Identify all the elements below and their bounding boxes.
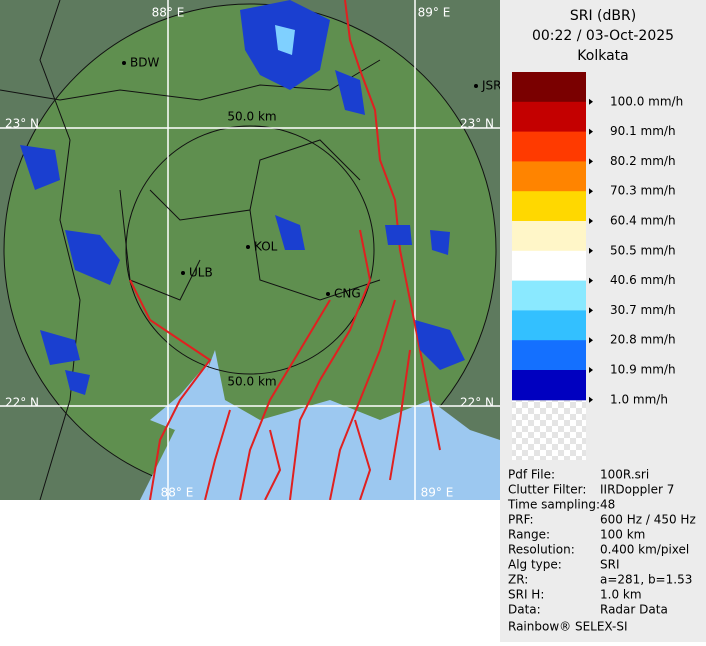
place-dot <box>246 245 250 249</box>
legend-swatch <box>512 250 586 282</box>
grid-label: 23° N <box>5 117 39 131</box>
legend-label: 100.0 mm/h <box>610 94 683 108</box>
estuary <box>150 360 210 430</box>
place-label: KOL <box>254 240 278 254</box>
legend-swatch <box>512 340 586 371</box>
rivers <box>129 0 441 500</box>
legend-arrow <box>589 247 593 254</box>
no-data-swatch <box>512 400 586 460</box>
grid <box>0 0 500 500</box>
legend-arrow <box>589 277 593 284</box>
info-value: 1.0 km <box>600 588 642 602</box>
legend-label: 40.6 mm/h <box>610 273 676 287</box>
map-labels: 88° E 89° E 23° N 23° N 22° N 22° N 88° E 89° E… <box>5 6 502 500</box>
legend-arrow <box>589 98 593 105</box>
grid-label: 88° E <box>161 486 194 500</box>
info-value: 600 Hz / 450 Hz <box>600 513 696 527</box>
legend-label: 50.5 mm/h <box>610 243 676 257</box>
legend-label: 20.8 mm/h <box>610 333 676 347</box>
grid-label: 88° E <box>152 6 185 20</box>
info-value: Radar Data <box>600 603 668 617</box>
legend-label: 70.3 mm/h <box>610 184 676 198</box>
info-key: Alg type: <box>508 558 562 572</box>
legend-label: 80.2 mm/h <box>610 154 676 168</box>
info-value: 0.400 km/pixel <box>600 543 689 557</box>
legend-swatch <box>512 191 586 222</box>
place-label: ULB <box>189 266 213 280</box>
legend-arrow <box>589 188 593 195</box>
sea <box>140 350 500 500</box>
info-key: Time sampling: <box>507 498 600 512</box>
map <box>0 0 500 500</box>
info-key: Pdf File: <box>508 468 555 482</box>
info-value: 100 km <box>600 528 645 542</box>
legend-swatch <box>512 161 586 192</box>
place-label: JSR <box>481 79 502 93</box>
legend-arrow <box>589 218 593 224</box>
legend-arrow <box>589 307 593 314</box>
legend-time: 00:22 / 03-Oct-2025 <box>532 28 674 44</box>
grid-label: 22° N <box>460 396 494 410</box>
legend-arrow <box>589 128 593 135</box>
place-dot <box>474 84 478 88</box>
legend-title: SRI (dBR) <box>570 8 636 24</box>
footer: Rainbow® SELEX-SI <box>508 620 628 634</box>
place-label: CNG <box>334 287 361 301</box>
legend-arrow <box>589 337 593 344</box>
range-label: 50.0 km <box>227 375 276 389</box>
info-value: IIRDoppler 7 <box>600 483 674 497</box>
legend-swatch <box>512 101 586 133</box>
info-key: Range: <box>508 528 550 542</box>
legend-swatch <box>512 310 586 341</box>
legend-swatch <box>512 131 586 162</box>
place-dot <box>122 61 126 65</box>
legend-swatch <box>512 221 586 252</box>
grid-label: 22° N <box>5 396 39 410</box>
info-key: PRF: <box>508 513 534 527</box>
legend-site: Kolkata <box>577 48 628 64</box>
info-key: ZR: <box>508 573 528 587</box>
legend-swatch <box>512 72 586 103</box>
info-key: Data: <box>508 603 541 617</box>
legend-arrow <box>589 396 593 403</box>
grid-label: 89° E <box>421 486 454 500</box>
info-value: 48 <box>600 498 615 512</box>
legend-arrow <box>589 367 593 373</box>
info-key: Clutter Filter: <box>508 483 586 497</box>
legend-swatch <box>512 280 586 311</box>
grid-label: 89° E <box>418 6 451 20</box>
legend: 100.0 mm/h 90.1 mm/h 80.2 mm/h 70.3 mm/h 60.… <box>512 72 683 406</box>
legend-arrow <box>589 158 593 165</box>
legend-label: 10.9 mm/h <box>610 363 676 377</box>
info-key: Resolution: <box>508 543 575 557</box>
legend-label: 1.0 mm/h <box>610 392 668 406</box>
info-value: 100R.sri <box>600 468 649 482</box>
info-value: a=281, b=1.53 <box>600 573 692 587</box>
boundaries <box>0 0 381 500</box>
info: Pdf File: 100R.sri Clutter Filter: IIRDoppl… <box>507 468 696 617</box>
info-key: SRI H: <box>508 588 544 602</box>
legend-label: 90.1 mm/h <box>610 124 676 138</box>
grid-label: 23° N <box>460 117 494 131</box>
place-dot <box>326 292 330 296</box>
info-value: SRI <box>600 558 620 572</box>
place-label: BDW <box>130 56 159 70</box>
place-dot <box>181 271 185 275</box>
legend-label: 30.7 mm/h <box>610 303 676 317</box>
range-label: 50.0 km <box>227 110 276 124</box>
legend-label: 60.4 mm/h <box>610 214 676 228</box>
legend-swatch <box>512 370 586 401</box>
